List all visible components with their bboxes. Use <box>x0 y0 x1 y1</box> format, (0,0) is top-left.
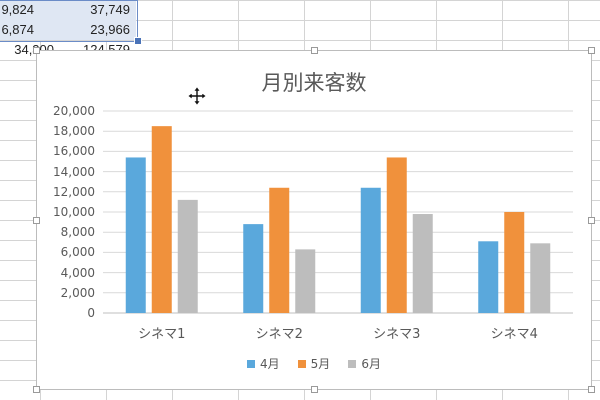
y-tick-label: 20,000 <box>53 104 95 118</box>
bar-6月-シネマ3[interactable] <box>412 214 433 313</box>
resize-handle-bottom-right[interactable] <box>588 386 595 393</box>
cell-selection-range <box>0 0 138 42</box>
bar-5月-シネマ1[interactable] <box>151 126 172 314</box>
chart-area[interactable]: 月別来客数 0 2,000 4,000 6,000 8,000 10,000 12,000 1… <box>33 47 595 393</box>
bar-5月-シネマ3[interactable] <box>386 157 407 313</box>
cell-value[interactable]: 37,749 <box>40 0 136 20</box>
legend-label: 6月 <box>361 357 381 371</box>
bar-6月-シネマ2[interactable] <box>295 249 316 313</box>
resize-handle-right[interactable] <box>588 217 595 224</box>
legend-label: 5月 <box>310 357 331 371</box>
cell-value[interactable]: 9,824 <box>0 0 40 20</box>
legend-swatch <box>348 359 357 368</box>
bar-5月-シネマ2[interactable] <box>269 187 290 313</box>
bar-4月-シネマ2[interactable] <box>243 224 264 313</box>
y-tick-label: 0 <box>87 306 95 320</box>
chart-title[interactable]: 月別来客数 <box>261 71 367 95</box>
y-tick-label: 2,000 <box>60 285 95 300</box>
y-tick-label: 6,000 <box>60 245 95 260</box>
resize-handle-top-left[interactable] <box>33 47 40 54</box>
bar-6月-シネマ4[interactable] <box>530 243 551 313</box>
fill-handle[interactable] <box>134 37 142 45</box>
cell-value[interactable]: 23,966 <box>40 20 136 40</box>
bar-6月-シネマ1[interactable] <box>177 199 198 313</box>
y-tick-label: 14,000 <box>53 164 95 179</box>
x-category-label: シネマ4 <box>490 327 538 342</box>
plot-area[interactable] <box>37 51 593 391</box>
legend-label: 4月 <box>260 357 280 371</box>
bar-5月-シネマ4[interactable] <box>504 212 525 313</box>
resize-handle-bottom[interactable] <box>311 386 318 393</box>
legend-item[interactable]: 4月 <box>247 355 280 372</box>
resize-handle-top[interactable] <box>311 47 318 54</box>
y-tick-label: 16,000 <box>53 144 95 159</box>
legend-item[interactable]: 5月 <box>297 355 331 372</box>
resize-handle-top-right[interactable] <box>588 47 595 54</box>
y-tick-label: 18,000 <box>53 124 95 139</box>
bar-4月-シネマ3[interactable] <box>360 187 381 313</box>
x-category-label: シネマ3 <box>373 327 421 342</box>
bar-4月-シネマ1[interactable] <box>125 157 146 313</box>
y-tick-label: 12,000 <box>53 184 95 199</box>
resize-handle-bottom-left[interactable] <box>33 386 40 393</box>
resize-handle-left[interactable] <box>33 217 40 224</box>
legend-item[interactable]: 6月 <box>348 355 381 372</box>
chart-legend[interactable]: 4月 5月 6月 <box>37 355 591 372</box>
legend-swatch <box>297 359 306 368</box>
legend-swatch <box>247 359 256 368</box>
cell-value[interactable]: 6,874 <box>0 20 40 40</box>
move-cursor-icon <box>187 86 207 106</box>
y-tick-label: 4,000 <box>60 265 95 280</box>
bar-4月-シネマ4[interactable] <box>478 241 499 313</box>
x-category-label: シネマ2 <box>255 327 303 342</box>
y-tick-label: 10,000 <box>53 205 95 219</box>
y-tick-label: 8,000 <box>60 225 95 240</box>
x-category-label: シネマ1 <box>138 327 186 342</box>
